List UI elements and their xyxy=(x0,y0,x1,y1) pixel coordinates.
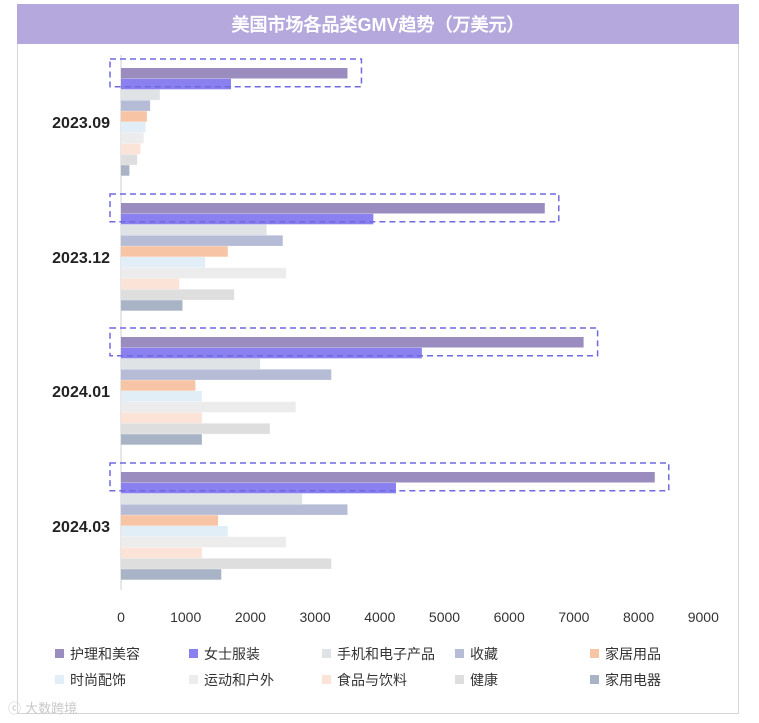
legend-swatch xyxy=(55,675,64,684)
x-tick-label: 7000 xyxy=(558,609,589,625)
bar xyxy=(121,472,655,483)
legend-swatch xyxy=(322,675,331,684)
bar xyxy=(121,267,286,279)
x-tick-label: 1000 xyxy=(170,609,201,625)
legend-label: 食品与饮料 xyxy=(337,672,407,689)
legend-label: 时尚配饰 xyxy=(70,673,126,689)
bar xyxy=(121,300,183,311)
bar xyxy=(121,100,151,111)
bar xyxy=(121,246,228,257)
category-label: 2023.12 xyxy=(52,250,110,267)
bar xyxy=(121,224,267,236)
bar xyxy=(121,412,202,424)
legend-swatch xyxy=(189,675,198,684)
category-label: 2023.09 xyxy=(52,115,110,132)
bar xyxy=(121,401,296,413)
bar xyxy=(121,257,206,268)
bar xyxy=(121,380,196,391)
bar xyxy=(121,143,141,155)
legend-swatch xyxy=(590,675,599,684)
bar xyxy=(121,235,283,246)
category-label: 2024.03 xyxy=(52,519,110,536)
x-tick-label: 3000 xyxy=(300,609,331,625)
bar xyxy=(121,111,147,122)
bar xyxy=(121,423,270,434)
bar xyxy=(121,504,348,515)
bar xyxy=(121,289,235,300)
legend-label: 收藏 xyxy=(470,647,498,663)
bar xyxy=(121,434,202,445)
watermark-text: 大数跨境 xyxy=(25,702,78,717)
bar xyxy=(121,278,180,290)
bar xyxy=(121,391,202,402)
x-tick-label: 6000 xyxy=(494,609,525,625)
x-tick-label: 0 xyxy=(117,609,125,625)
bar xyxy=(121,547,202,559)
legend-label: 女士服装 xyxy=(204,646,260,663)
bar xyxy=(121,493,303,505)
legend-label: 家居用品 xyxy=(605,646,661,663)
watermark-logo-icon: ⓒ xyxy=(8,702,22,717)
bar xyxy=(121,536,286,548)
x-tick-label: 4000 xyxy=(364,609,395,625)
bar xyxy=(121,122,146,133)
bar xyxy=(121,213,374,225)
highlight-box xyxy=(109,462,670,492)
bar xyxy=(121,132,144,144)
legend-label: 健康 xyxy=(470,672,498,689)
bar xyxy=(121,154,138,165)
bar xyxy=(121,347,422,359)
bar xyxy=(121,558,332,569)
bar xyxy=(121,482,396,494)
highlight-box xyxy=(109,327,599,357)
legend-swatch xyxy=(455,649,464,658)
bar xyxy=(121,203,545,214)
bar xyxy=(121,165,130,176)
watermark: ⓒ 大数跨境 xyxy=(8,698,77,717)
highlight-box xyxy=(109,58,363,88)
legend-swatch xyxy=(455,675,464,684)
bar xyxy=(121,89,160,101)
legend-swatch xyxy=(55,649,64,658)
legend-swatch xyxy=(322,649,331,658)
x-tick-label: 9000 xyxy=(688,609,719,625)
bar xyxy=(121,78,231,90)
legend-label: 护理和美容 xyxy=(70,646,140,663)
legend-label: 手机和电子产品 xyxy=(337,647,435,663)
bar xyxy=(121,569,222,580)
bar xyxy=(121,358,261,370)
bar xyxy=(121,337,584,348)
legend-label: 运动和户外 xyxy=(204,672,274,689)
chart-title: 美国市场各品类GMV趋势（万美元） xyxy=(17,4,739,44)
highlight-box xyxy=(109,193,560,223)
bar xyxy=(121,68,348,79)
x-tick-label: 8000 xyxy=(623,609,654,625)
legend-swatch xyxy=(189,649,198,658)
legend-swatch xyxy=(590,649,599,658)
bar xyxy=(121,515,219,526)
x-tick-label: 5000 xyxy=(429,609,460,625)
category-label: 2024.01 xyxy=(52,384,110,401)
bar xyxy=(121,526,228,537)
bar xyxy=(121,369,332,380)
x-tick-label: 2000 xyxy=(235,609,266,625)
legend-label: 家用电器 xyxy=(605,672,661,689)
